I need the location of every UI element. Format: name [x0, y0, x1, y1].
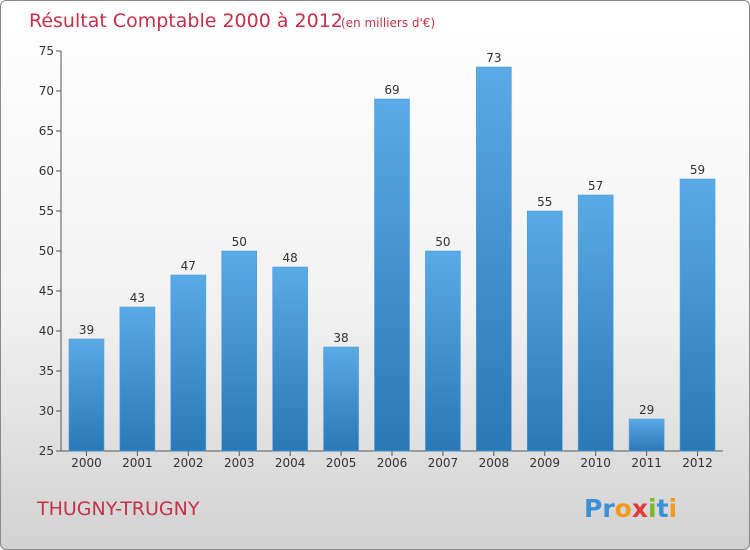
bar-2009: [526, 210, 563, 452]
x-tick-label: 2002: [173, 456, 204, 470]
chart-title: Résultat Comptable 2000 à 2012: [29, 10, 343, 32]
chart-subtitle: (en milliers d'€): [341, 16, 435, 30]
x-tick-label: 2001: [122, 456, 153, 470]
x-axis: 2000 2001 2002 2003 2004 2005 2006 2007 2008 2009…: [61, 450, 723, 470]
bar-2002: [170, 274, 207, 452]
bar-value-label: 38: [333, 331, 348, 345]
bar-value-label: 69: [384, 83, 399, 97]
y-tick-label: 50: [39, 244, 54, 258]
bar-2006: [374, 98, 410, 452]
bar-value-label: 50: [232, 235, 247, 249]
proxiti-logo: Proxiti: [584, 494, 677, 523]
bar-value-label: 29: [639, 403, 654, 417]
y-tick-label: 35: [39, 364, 54, 378]
bar-2001: [119, 306, 156, 452]
x-tick-label: 2011: [631, 456, 662, 470]
x-tick-label: 2009: [529, 456, 560, 470]
logo-letter: P: [584, 494, 602, 523]
x-tick-label: 2012: [682, 456, 713, 470]
bar-2011: [628, 418, 665, 452]
y-tick-label: 30: [39, 404, 54, 418]
bar-2000: [68, 338, 105, 452]
bar-value-label: 50: [435, 235, 450, 249]
x-tick-label: 2005: [326, 456, 357, 470]
bar-2010: [577, 194, 614, 452]
y-tick-label: 75: [39, 44, 54, 58]
logo-letter: i: [648, 494, 657, 523]
bar-value-label: 73: [486, 51, 501, 65]
y-axis: 25 30 35 40 45 50 55 60 65 70 75: [39, 44, 62, 458]
commune-name: THUGNY-TRUGNY: [36, 498, 200, 520]
y-tick-label: 65: [39, 124, 54, 138]
x-tick-label: 2008: [479, 456, 510, 470]
bar-value-label: 57: [588, 179, 603, 193]
logo-letter: r: [602, 494, 615, 523]
bar-value-label: 39: [79, 323, 94, 337]
x-tick-label: 2010: [580, 456, 611, 470]
x-tick-label: 2007: [428, 456, 459, 470]
y-tick-label: 40: [39, 324, 54, 338]
logo-letter: o: [615, 494, 632, 523]
logo-letter: x: [632, 494, 648, 523]
bar-2012: [679, 178, 716, 452]
bar-2003: [221, 250, 258, 452]
bar-value-label: 43: [130, 291, 145, 305]
bar-value-label: 48: [283, 251, 298, 265]
bar-2008: [476, 66, 512, 452]
x-tick-label: 2004: [275, 456, 306, 470]
y-tick-label: 45: [39, 284, 54, 298]
bar-value-label: 47: [181, 259, 196, 273]
bar-value-label: 59: [690, 163, 705, 177]
bar-value-label: 55: [537, 195, 552, 209]
x-tick-label: 2006: [377, 456, 408, 470]
logo-letter: t: [657, 494, 669, 523]
x-tick-label: 2000: [71, 456, 102, 470]
bar-2007: [425, 250, 461, 452]
y-tick-label: 55: [39, 204, 54, 218]
logo-letter: i: [669, 494, 678, 523]
bar-2005: [323, 346, 359, 452]
y-tick-label: 25: [39, 444, 54, 458]
y-tick-label: 70: [39, 84, 54, 98]
bar-series: 39 43 47 50 48 38 69 50 73 55 57 29 59: [68, 51, 716, 452]
bar-2004: [272, 266, 308, 452]
x-tick-label: 2003: [224, 456, 255, 470]
y-tick-label: 60: [39, 164, 54, 178]
